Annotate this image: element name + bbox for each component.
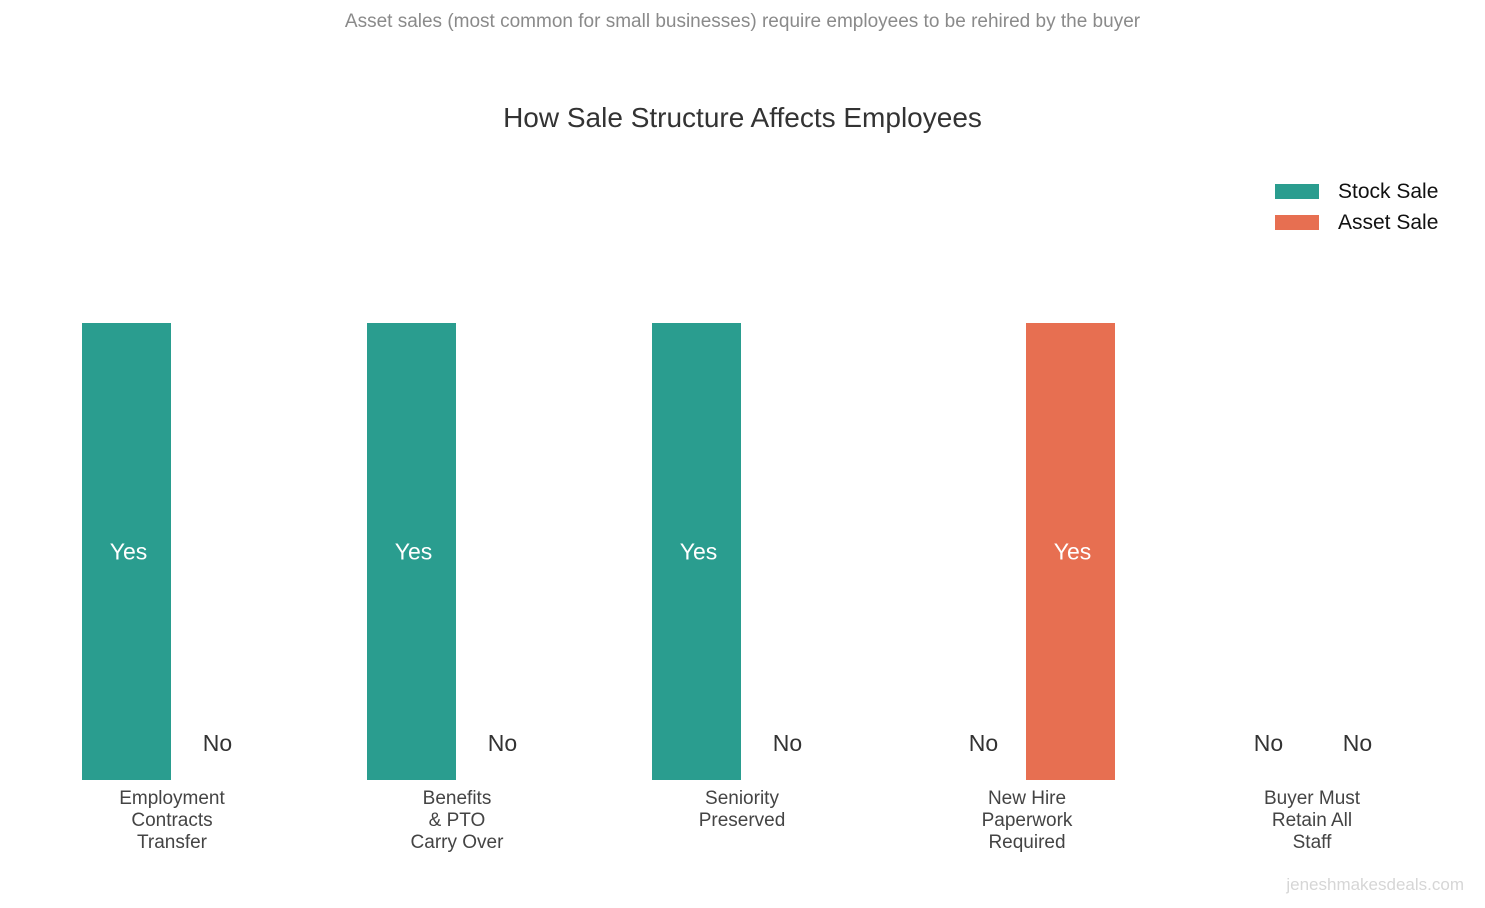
x-tick-label-2: Seniority Preserved: [699, 788, 786, 831]
bar-label-asset-sale-2: No: [773, 730, 802, 756]
legend-swatch-stock-sale: [1275, 184, 1319, 199]
bar-label-stock-sale-3: No: [969, 730, 998, 756]
bar-asset-sale-3: [1026, 323, 1115, 780]
legend: Stock Sale Asset Sale: [1275, 176, 1438, 238]
bar-label-stock-sale-4: No: [1254, 730, 1283, 756]
legend-item-stock-sale: Stock Sale: [1275, 176, 1438, 207]
x-tick-label-3: New Hire Paperwork Required: [982, 788, 1073, 853]
watermark: jeneshmakesdeals.com: [1286, 875, 1464, 894]
bar-stock-sale-0: [82, 323, 171, 780]
bar-label-asset-sale-0: No: [203, 730, 232, 756]
bar-label-asset-sale-4: No: [1343, 730, 1372, 756]
legend-label-stock-sale: Stock Sale: [1338, 179, 1439, 203]
bar-label-stock-sale-0: Yes: [110, 539, 148, 565]
legend-item-asset-sale: Asset Sale: [1275, 207, 1438, 238]
bar-stock-sale-2: [652, 323, 741, 780]
bar-label-asset-sale-3: Yes: [1054, 539, 1092, 565]
legend-label-asset-sale: Asset Sale: [1338, 210, 1439, 234]
chart-subtitle: Asset sales (most common for small busin…: [344, 11, 1141, 32]
bar-label-stock-sale-1: Yes: [395, 539, 433, 565]
x-tick-label-1: Benefits & PTO Carry Over: [411, 788, 505, 853]
x-tick-label-0: Employment Contracts Transfer: [119, 788, 225, 853]
bar-label-asset-sale-1: No: [488, 730, 517, 756]
legend-swatch-asset-sale: [1275, 215, 1319, 230]
x-tick-label-4: Buyer Must Retain All Staff: [1264, 788, 1361, 853]
bar-label-stock-sale-2: Yes: [680, 539, 718, 565]
chart-title: How Sale Structure Affects Employees: [503, 102, 982, 133]
bar-stock-sale-1: [367, 323, 456, 780]
